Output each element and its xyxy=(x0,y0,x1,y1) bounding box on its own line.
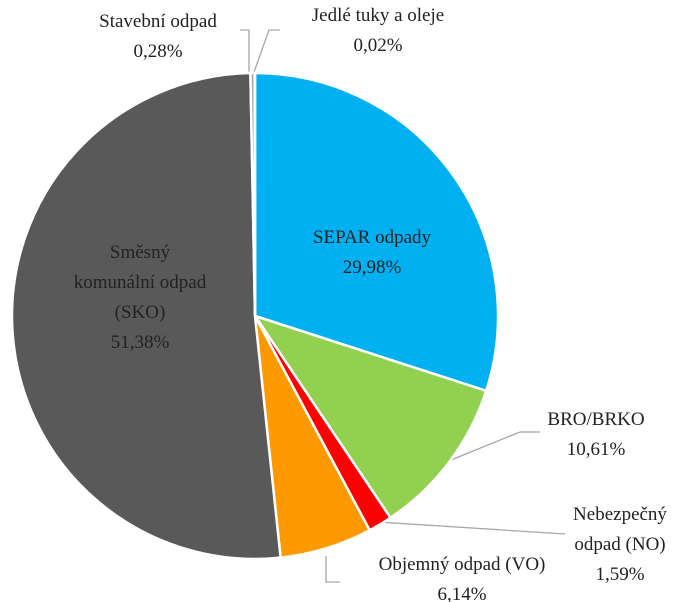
pie-slice xyxy=(251,313,488,520)
leader-line xyxy=(445,431,540,463)
leader-line xyxy=(240,29,250,72)
slice-label: SEPAR odpady xyxy=(313,227,432,248)
slices xyxy=(10,71,500,561)
pie-slice xyxy=(253,71,500,393)
slice-label: BRO/BRKO xyxy=(547,409,644,430)
slice-value-label: 0,02% xyxy=(353,35,402,56)
slice-value-label: 0,28% xyxy=(133,41,182,62)
pie-slice xyxy=(10,71,282,561)
slice-value-label: 1,59% xyxy=(595,564,644,585)
slice-label: Stavební odpad xyxy=(99,11,217,32)
slice-label: Směsný komunální odpad (SKO) xyxy=(74,242,207,323)
slice-label: Nebezpečný odpad (NO) xyxy=(573,504,667,555)
slice-value-label: 29,98% xyxy=(343,257,402,278)
slice-value-label: 51,38% xyxy=(111,332,170,353)
leader-line xyxy=(325,556,340,583)
leader-lines xyxy=(240,29,566,583)
slice-label: Jedlé tuky a oleje xyxy=(312,5,444,26)
slice-value-label: 10,61% xyxy=(567,439,626,460)
slice-label: Objemný odpad (VO) xyxy=(379,554,546,575)
leader-line xyxy=(253,29,280,73)
slice-value-label: 6,14% xyxy=(437,584,486,602)
leader-line xyxy=(377,521,566,535)
